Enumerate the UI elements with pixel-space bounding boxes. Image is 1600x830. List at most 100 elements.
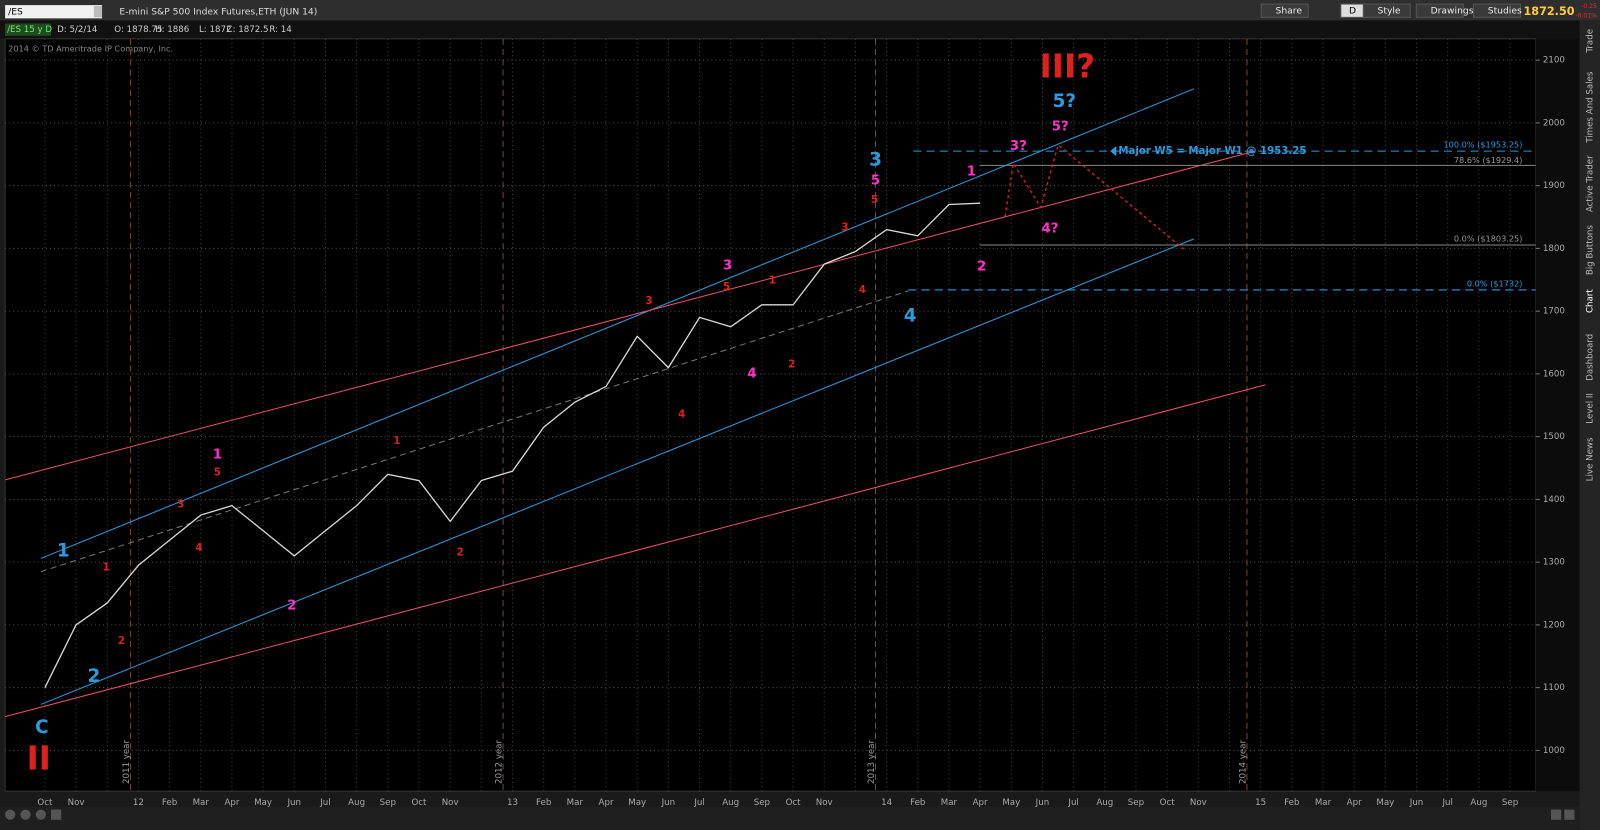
- side-tab[interactable]: Dashboard: [1585, 334, 1595, 381]
- x-tick-label: May: [1002, 798, 1020, 808]
- wave-label: 4: [904, 305, 917, 326]
- toolbar-button-label[interactable]: Share: [1276, 6, 1303, 17]
- description: E-mini S&P 500 Index Futures,ETH (JUN 14…: [119, 7, 317, 18]
- wave-label: 2: [977, 259, 986, 274]
- x-tick-label: Feb: [162, 798, 178, 808]
- note: Major W5 = Major W1 @ 1953.25: [1118, 146, 1306, 157]
- wave-label: 1: [103, 563, 110, 574]
- info-field: D: 5/2/14: [57, 25, 98, 35]
- x-tick-label: Aug: [1470, 798, 1487, 808]
- y-tick-label: 1300: [1543, 558, 1565, 568]
- nav-buttons: [5, 809, 1575, 820]
- y-tick-label: 1400: [1543, 495, 1565, 505]
- x-tick-label: Feb: [910, 798, 926, 808]
- channel-line: [4, 150, 1256, 481]
- wave-label: 5: [214, 468, 221, 479]
- x-tick-label: Oct: [1160, 798, 1176, 808]
- y-tick-label: 1000: [1543, 746, 1565, 756]
- x-tick-label: May: [254, 798, 272, 808]
- x-tick-label: Apr: [224, 798, 239, 808]
- side-tab[interactable]: Times And Sales: [1585, 71, 1595, 144]
- side-tab[interactable]: Active Trader: [1585, 155, 1595, 212]
- wave-label: 1: [57, 540, 70, 561]
- toolbar-button[interactable]: [1362, 3, 1411, 18]
- wave-label: 3?: [1010, 139, 1027, 154]
- last-price: 1872.50: [1523, 5, 1574, 18]
- y-tick-label: 1100: [1543, 683, 1565, 693]
- side-tab[interactable]: Trade: [1585, 29, 1595, 54]
- x-tick-label: Mar: [567, 798, 584, 808]
- symbol[interactable]: /ES: [8, 7, 23, 18]
- channel-line: [40, 238, 1195, 705]
- scroll-button[interactable]: [1564, 809, 1575, 820]
- x-tick-label: Jul: [693, 798, 704, 808]
- x-tick-label: Nov: [442, 798, 459, 808]
- wave-label: 2: [87, 666, 100, 687]
- toolbar-button-label[interactable]: Drawings: [1431, 6, 1474, 17]
- wave-label: 1: [213, 447, 222, 462]
- x-tick-label: 14: [881, 798, 893, 808]
- x-tick-label: Apr: [973, 798, 988, 808]
- info-field: /ES 15 y D: [7, 25, 52, 35]
- toolbar-button-label[interactable]: Studies: [1488, 6, 1522, 17]
- note-arrow: [1110, 145, 1117, 157]
- fib-label: 100.0% ($1953.25): [1443, 139, 1522, 149]
- wave-label: 1: [967, 165, 976, 180]
- wave-label: 3: [177, 499, 184, 510]
- wave-label: 3: [869, 149, 882, 170]
- scroll-button[interactable]: [51, 809, 62, 820]
- y-tick-label: 2000: [1543, 118, 1565, 128]
- side-tab[interactable]: Live News: [1585, 437, 1595, 481]
- toolbar-button[interactable]: [1415, 3, 1464, 18]
- scroll-button[interactable]: [1551, 809, 1562, 820]
- zoom-button[interactable]: [35, 809, 46, 820]
- side-tab[interactable]: Level II: [1585, 393, 1595, 424]
- x-tick-label: May: [628, 798, 646, 808]
- toolbar-button-label[interactable]: D: [1349, 6, 1356, 17]
- zoom-button[interactable]: [5, 809, 16, 820]
- x-tick-label: Oct: [786, 798, 802, 808]
- toolbar: [0, 0, 1600, 21]
- toolbar-button[interactable]: [1260, 3, 1309, 18]
- wave-label: 1: [393, 436, 400, 447]
- info-bar: [0, 20, 1580, 39]
- zoom-button[interactable]: [20, 809, 31, 820]
- fib-label: 78.6% ($1929.4): [1454, 155, 1523, 165]
- wave-label: 4: [195, 543, 202, 554]
- change: -0.25: [1581, 3, 1597, 10]
- side-tab[interactable]: Chart: [1585, 289, 1595, 313]
- study-tag: [5, 23, 52, 36]
- x-tick-label: May: [1376, 798, 1394, 808]
- year-label: 2011 year: [122, 740, 132, 785]
- wave-label: 5?: [1053, 91, 1076, 112]
- x-tick-label: 15: [1255, 798, 1266, 808]
- bottom-bar: [0, 806, 1580, 830]
- wave-label: 4?: [1042, 222, 1059, 237]
- y-tick-label: 1800: [1543, 244, 1565, 254]
- x-tick-label: Oct: [411, 798, 427, 808]
- wave-label: 4: [747, 367, 756, 382]
- wave-label: 3: [645, 296, 652, 307]
- symbol-box[interactable]: [5, 5, 103, 19]
- wave-label: 5?: [1052, 120, 1069, 135]
- projection-path: [1004, 143, 1185, 250]
- side-tab[interactable]: Big Buttons: [1585, 225, 1595, 276]
- x-tick-label: Jul: [1067, 798, 1078, 808]
- toolbar-button[interactable]: [1472, 3, 1521, 18]
- info-field: O: 1878.75: [114, 25, 162, 35]
- x-tick-label: Feb: [536, 798, 552, 808]
- x-tick-label: 13: [507, 798, 518, 808]
- wave-label: III?: [1040, 47, 1095, 85]
- side-panel: [1579, 20, 1600, 830]
- x-tick-label: Apr: [599, 798, 614, 808]
- x-tick-label: Jun: [287, 798, 302, 808]
- x-tick-label: Nov: [1190, 798, 1207, 808]
- x-tick-label: Sep: [380, 798, 397, 808]
- x-tick-label: Mar: [941, 798, 958, 808]
- symbol-dropdown[interactable]: [93, 6, 103, 18]
- info-field: L: 1872: [199, 25, 232, 35]
- x-tick-label: Jun: [1409, 798, 1424, 808]
- y-tick-label: 1500: [1543, 432, 1565, 442]
- toolbar-button-label[interactable]: Style: [1378, 6, 1401, 17]
